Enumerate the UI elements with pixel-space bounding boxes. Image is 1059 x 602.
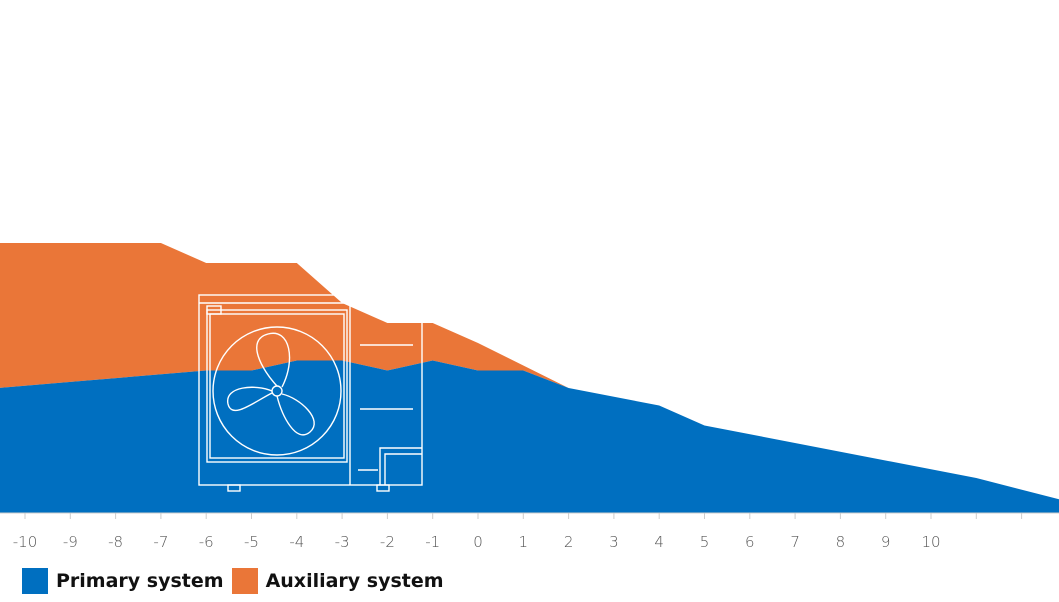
legend-swatch-auxiliary bbox=[231, 568, 258, 594]
x-tick-label: 9 bbox=[881, 533, 891, 551]
x-tick-label: 2 bbox=[564, 533, 574, 551]
x-tick-label: 6 bbox=[745, 533, 755, 551]
x-tick-label: 5 bbox=[700, 533, 710, 551]
x-tick-label: -10 bbox=[13, 533, 38, 551]
x-tick-label: 3 bbox=[609, 533, 619, 551]
area-auxiliary-system bbox=[0, 243, 569, 388]
x-tick-label: 1 bbox=[519, 533, 529, 551]
x-tick-label: 4 bbox=[654, 533, 664, 551]
x-tick-label: 7 bbox=[790, 533, 800, 551]
x-tick-label: 0 bbox=[473, 533, 483, 551]
legend-item-primary: Primary system bbox=[22, 568, 224, 594]
x-tick-label: -2 bbox=[380, 533, 395, 551]
legend: Primary system Auxiliary system bbox=[22, 568, 452, 594]
infrared-ceiling-heater-icon bbox=[77, 55, 291, 176]
x-tick-label: -6 bbox=[199, 533, 214, 551]
legend-label-auxiliary: Auxiliary system bbox=[265, 570, 444, 592]
x-axis-ticks: -10 -9 -8 -7 -6 -5 -4 -3 -2 -1 0 1 2 3 4 5 6 7 8 9 10 bbox=[13, 513, 1023, 551]
x-tick-label: -3 bbox=[335, 533, 350, 551]
legend-swatch-primary bbox=[22, 568, 48, 594]
x-tick-label: -1 bbox=[425, 533, 440, 551]
legend-item-auxiliary: Auxiliary system bbox=[231, 568, 444, 594]
x-tick-label: 10 bbox=[921, 533, 940, 551]
outdoor-heat-pump-unit-icon bbox=[198, 294, 423, 492]
legend-label-primary: Primary system bbox=[56, 570, 224, 592]
x-tick-label: -9 bbox=[63, 533, 78, 551]
x-tick-label: -8 bbox=[108, 533, 123, 551]
x-tick-label: -7 bbox=[153, 533, 168, 551]
x-tick-label: 8 bbox=[836, 533, 846, 551]
x-tick-label: -5 bbox=[244, 533, 259, 551]
area-primary-system bbox=[0, 360, 1059, 513]
chart: -10 -9 -8 -7 -6 -5 -4 -3 -2 -1 0 1 2 3 4 5 6 7 8 9 10 bbox=[0, 55, 1059, 551]
x-tick-label: -4 bbox=[289, 533, 304, 551]
